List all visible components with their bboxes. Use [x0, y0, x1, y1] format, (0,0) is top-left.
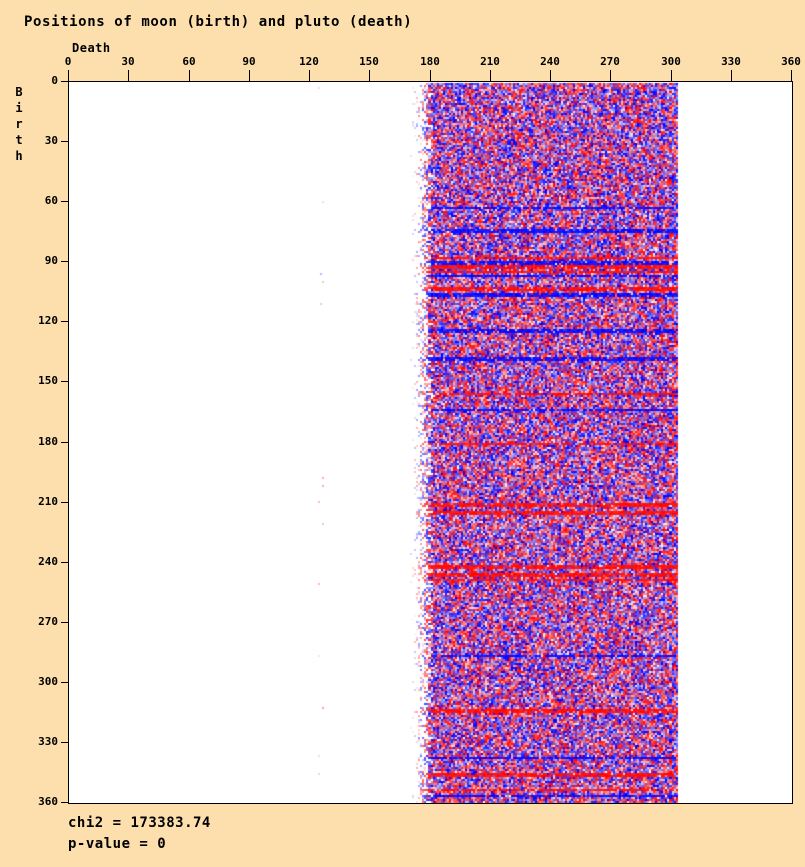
x-tick-mark	[490, 70, 491, 81]
y-tick-mark	[61, 261, 68, 262]
chart-title: Positions of moon (birth) and pluto (dea…	[24, 14, 413, 30]
y-tick-label: 270	[38, 615, 58, 628]
y-tick-mark	[61, 141, 68, 142]
x-tick-mark	[309, 70, 310, 81]
x-tick-mark	[369, 70, 370, 81]
y-axis-label-letter: B	[15, 85, 23, 99]
y-tick-mark	[61, 682, 68, 683]
y-axis-label-letter: t	[15, 133, 23, 147]
x-tick-label: 180	[420, 55, 440, 68]
y-tick-mark	[61, 622, 68, 623]
x-tick-label: 270	[600, 55, 620, 68]
x-tick-label: 150	[359, 55, 379, 68]
y-tick-mark	[61, 802, 68, 803]
pvalue-annotation: p-value = 0	[68, 836, 167, 852]
x-tick-mark	[128, 70, 129, 81]
y-tick-label: 120	[38, 314, 58, 327]
x-axis-label: Death	[72, 41, 111, 55]
x-tick-label: 360	[781, 55, 801, 68]
x-tick-mark	[249, 70, 250, 81]
y-tick-label: 0	[51, 74, 58, 87]
x-tick-mark	[610, 70, 611, 81]
y-tick-mark	[61, 742, 68, 743]
y-tick-mark	[61, 201, 68, 202]
x-tick-label: 240	[540, 55, 560, 68]
y-tick-label: 30	[44, 134, 58, 147]
y-tick-mark	[61, 442, 68, 443]
x-tick-mark	[550, 70, 551, 81]
y-tick-label: 150	[38, 374, 58, 387]
x-tick-mark	[189, 70, 190, 81]
x-tick-label: 60	[182, 55, 196, 68]
y-tick-label: 180	[38, 435, 58, 448]
y-tick-mark	[61, 381, 68, 382]
y-axis-label-letter: r	[15, 117, 23, 131]
y-tick-label: 240	[38, 555, 58, 568]
y-tick-label: 60	[44, 194, 58, 207]
heatmap-canvas	[69, 82, 792, 803]
x-tick-mark	[791, 70, 792, 81]
y-tick-label: 210	[38, 495, 58, 508]
y-tick-label: 300	[38, 675, 58, 688]
y-tick-mark	[61, 562, 68, 563]
y-tick-label: 90	[44, 254, 58, 267]
x-tick-label: 120	[299, 55, 319, 68]
y-tick-mark	[61, 502, 68, 503]
x-tick-label: 330	[721, 55, 741, 68]
y-tick-label: 360	[38, 795, 58, 808]
x-tick-mark	[731, 70, 732, 81]
y-tick-label: 330	[38, 735, 58, 748]
chi2-annotation: chi2 = 173383.74	[68, 815, 211, 831]
x-tick-label: 90	[242, 55, 256, 68]
x-tick-mark	[430, 70, 431, 81]
x-tick-label: 300	[661, 55, 681, 68]
y-tick-mark	[61, 321, 68, 322]
plot-area	[68, 81, 793, 804]
x-tick-mark	[68, 70, 69, 81]
x-tick-label: 210	[480, 55, 500, 68]
x-tick-mark	[671, 70, 672, 81]
y-axis-label-letter: i	[15, 101, 23, 115]
x-tick-label: 0	[64, 55, 72, 68]
x-tick-label: 30	[121, 55, 135, 68]
y-tick-mark	[61, 81, 68, 82]
y-axis-label-letter: h	[15, 149, 23, 163]
